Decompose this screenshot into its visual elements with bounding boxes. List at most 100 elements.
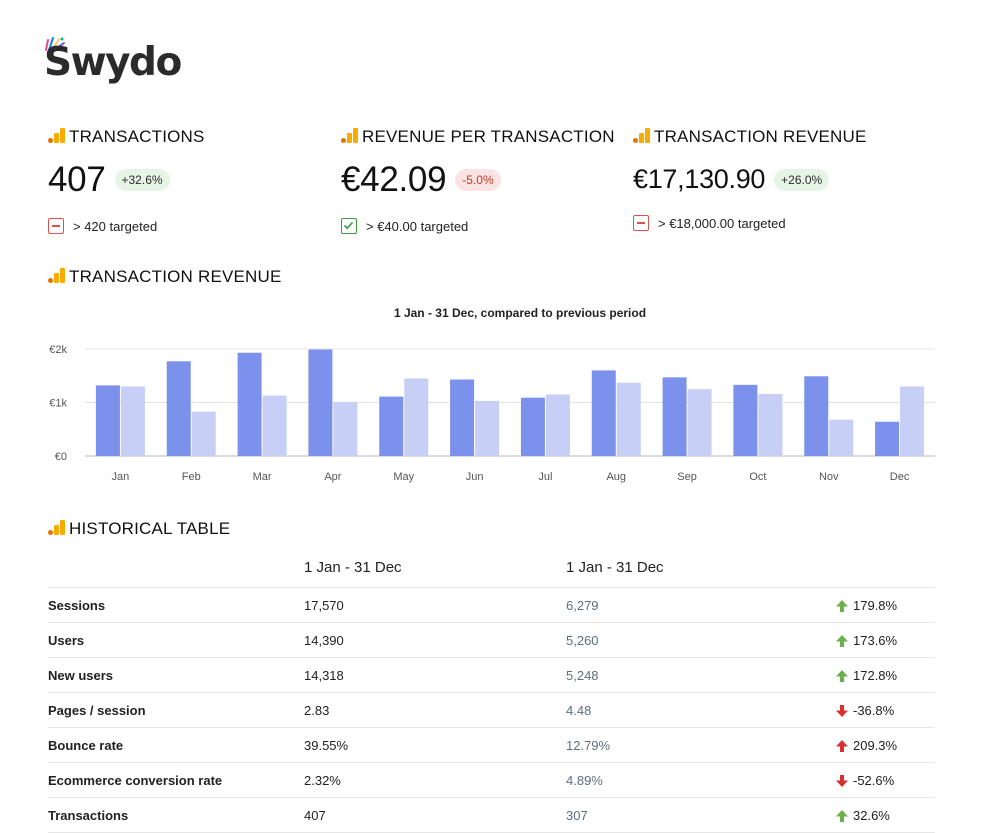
target-text: > €40.00 targeted bbox=[366, 218, 469, 234]
x-tick-label: Jul bbox=[538, 471, 552, 483]
bar-previous-period bbox=[404, 378, 429, 456]
kpi-title: REVENUE PER TRANSACTION bbox=[362, 127, 615, 146]
previous-value: 12.79% bbox=[566, 738, 611, 753]
current-value: 39.55% bbox=[304, 738, 349, 753]
kpi-title: TRANSACTION REVENUE bbox=[654, 127, 867, 146]
table-row: Users 14,390 5,260 173.6% bbox=[48, 623, 935, 658]
bar-previous-period bbox=[262, 395, 287, 456]
change-value: 172.8% bbox=[853, 668, 898, 683]
arrow-up-icon bbox=[836, 599, 848, 612]
change-cell: 32.6% bbox=[835, 808, 890, 823]
bar-previous-period bbox=[616, 382, 641, 456]
row-label: Transactions bbox=[48, 808, 129, 823]
bar-current-period bbox=[591, 370, 616, 456]
row-label: New users bbox=[48, 668, 114, 683]
google-analytics-icon bbox=[48, 268, 65, 283]
kpi-value: €17,130.90 bbox=[633, 164, 766, 194]
x-tick-label: Nov bbox=[819, 471, 839, 483]
section-title-revenue: TRANSACTION REVENUE bbox=[48, 267, 282, 287]
bar-current-period bbox=[95, 385, 120, 456]
table-row: New users 14,318 5,248 172.8% bbox=[48, 658, 935, 693]
logo-confetti-icon bbox=[45, 37, 65, 51]
google-analytics-icon bbox=[48, 520, 65, 535]
y-tick-label: €0 bbox=[55, 451, 67, 463]
x-tick-label: Aug bbox=[606, 471, 626, 483]
current-value: 17,570 bbox=[304, 598, 344, 613]
row-label: Users bbox=[48, 633, 85, 648]
section-title-historical: HISTORICAL TABLE bbox=[48, 519, 230, 539]
kpi-revenue-per-transaction: REVENUE PER TRANSACTION €42.09 -5.0% > €… bbox=[341, 127, 631, 234]
historical-table: 1 Jan - 31 Dec 1 Jan - 31 Dec Sessions 17… bbox=[48, 550, 935, 833]
target-text: > 420 targeted bbox=[73, 218, 158, 234]
chart-svg: 1 Jan - 31 Dec, compared to previous per… bbox=[49, 306, 935, 483]
bar-current-period bbox=[804, 376, 829, 456]
bar-previous-period bbox=[687, 389, 712, 456]
target-met-icon bbox=[341, 218, 357, 234]
change-cell: 172.8% bbox=[835, 668, 897, 683]
google-analytics-icon bbox=[633, 128, 650, 143]
kpi-value: €42.09 bbox=[341, 160, 447, 199]
previous-value: 307 bbox=[566, 808, 588, 823]
arrow-down-icon bbox=[836, 704, 848, 717]
bar-previous-period bbox=[758, 393, 783, 456]
x-tick-label: Jan bbox=[112, 471, 130, 483]
kpi-title: TRANSACTIONS bbox=[69, 127, 205, 146]
change-cell: -52.6% bbox=[835, 773, 894, 788]
previous-value: 5,248 bbox=[566, 668, 599, 683]
bar-current-period bbox=[450, 379, 475, 456]
kpi-transactions: TRANSACTIONS 407 +32.6% > 420 targeted bbox=[48, 127, 338, 234]
google-analytics-icon bbox=[48, 128, 65, 143]
delta-badge: +32.6% bbox=[114, 169, 170, 191]
chart-title: 1 Jan - 31 Dec, compared to previous per… bbox=[394, 306, 646, 320]
previous-value: 4.48 bbox=[566, 703, 592, 718]
x-tick-label: Oct bbox=[749, 471, 766, 483]
table-header: 1 Jan - 31 Dec 1 Jan - 31 Dec bbox=[48, 550, 935, 588]
y-tick-label: €1k bbox=[49, 398, 67, 410]
x-tick-label: Sep bbox=[677, 471, 697, 483]
arrow-up-icon bbox=[836, 809, 848, 822]
current-value: 407 bbox=[304, 808, 326, 823]
bar-previous-period bbox=[191, 411, 216, 456]
previous-value: 6,279 bbox=[566, 598, 599, 613]
change-cell: 209.3% bbox=[835, 738, 897, 753]
change-value: 32.6% bbox=[853, 808, 890, 823]
change-cell: 179.8% bbox=[835, 598, 897, 613]
delta-badge: -5.0% bbox=[455, 169, 501, 191]
column-header-current: 1 Jan - 31 Dec bbox=[304, 559, 402, 576]
table-row: Pages / session 2.83 4.48 -36.8% bbox=[48, 693, 935, 728]
bar-current-period bbox=[379, 396, 404, 456]
bar-current-period bbox=[875, 421, 900, 456]
delta-badge: +26.0% bbox=[774, 168, 830, 191]
x-tick-label: May bbox=[393, 471, 414, 483]
x-tick-label: Jun bbox=[466, 471, 484, 483]
change-cell: 173.6% bbox=[835, 633, 897, 648]
bar-current-period bbox=[166, 361, 191, 456]
column-header-previous: 1 Jan - 31 Dec bbox=[566, 559, 664, 576]
change-value: -36.8% bbox=[853, 703, 895, 718]
change-value: -52.6% bbox=[853, 773, 895, 788]
target-text: > €18,000.00 targeted bbox=[658, 215, 786, 231]
change-value: 209.3% bbox=[853, 738, 898, 753]
bar-current-period bbox=[520, 397, 545, 456]
bar-current-period bbox=[662, 377, 687, 456]
logo-text: Swydo bbox=[44, 40, 182, 85]
bar-current-period bbox=[237, 352, 262, 456]
target-missed-icon bbox=[633, 215, 649, 231]
table-row: Ecommerce conversion rate 2.32% 4.89% -52.6… bbox=[48, 763, 935, 798]
x-tick-label: Dec bbox=[890, 471, 910, 483]
table-row: Sessions 17,570 6,279 179.8% bbox=[48, 588, 935, 623]
current-value: 2.32% bbox=[304, 773, 341, 788]
y-tick-label: €2k bbox=[49, 344, 67, 356]
kpi-value: 407 bbox=[48, 160, 106, 199]
x-tick-label: Apr bbox=[324, 471, 341, 483]
previous-value: 5,260 bbox=[566, 633, 599, 648]
arrow-down-icon bbox=[836, 774, 848, 787]
row-label: Sessions bbox=[48, 598, 106, 613]
change-value: 179.8% bbox=[853, 598, 898, 613]
current-value: 14,390 bbox=[304, 633, 344, 648]
google-analytics-icon bbox=[341, 128, 358, 143]
change-value: 173.6% bbox=[853, 633, 898, 648]
arrow-up-icon bbox=[836, 634, 848, 647]
bar-current-period bbox=[733, 384, 758, 456]
x-tick-label: Mar bbox=[253, 471, 272, 483]
